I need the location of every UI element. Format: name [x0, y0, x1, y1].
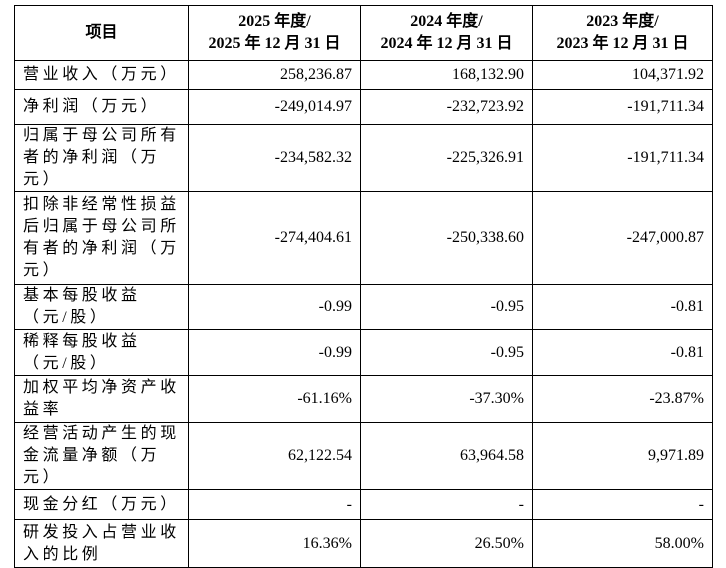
table-row: 净利润（万元） -249,014.97 -232,723.92 -191,711.34	[14, 89, 713, 125]
value-cell: 9,971.89	[532, 422, 713, 490]
row-label: 归属于母公司所有者的净利润（万元）	[14, 124, 189, 192]
header-cell: 2024 年度/2024 年 12 月 31 日	[360, 5, 533, 61]
value-cell: -	[532, 489, 713, 520]
header-row: 项目 2025 年度/2025 年 12 月 31 日 2024 年度/2024 年…	[14, 5, 713, 61]
value-cell: 58.00%	[532, 519, 713, 568]
value-cell: 26.50%	[360, 519, 533, 568]
table-body: 营业收入（万元） 258,236.87 168,132.90 104,371.92 净利…	[14, 60, 713, 568]
header-line: 2025 年 12 月 31 日	[208, 35, 341, 52]
table-row: 经营活动产生的现金流量净额（万元） 62,122.54 63,964.58 9,971…	[14, 422, 713, 490]
row-label: 营业收入（万元）	[14, 60, 189, 90]
value-cell: -232,723.92	[360, 89, 533, 125]
row-label: 扣除非经常性损益后归属于母公司所有者的净利润（万元）	[14, 191, 189, 285]
value-cell: -0.81	[532, 329, 713, 376]
value-cell: -23.87%	[532, 375, 713, 423]
header-cell: 2023 年度/2023 年 12 月 31 日	[532, 5, 713, 61]
value-cell: -0.99	[188, 284, 361, 330]
table-row: 基本每股收益（元/股） -0.99 -0.95 -0.81	[14, 284, 713, 330]
value-cell: 16.36%	[188, 519, 361, 568]
table-row: 稀释每股收益（元/股） -0.99 -0.95 -0.81	[14, 329, 713, 376]
value-cell: -191,711.34	[532, 124, 713, 192]
value-cell: -0.81	[532, 284, 713, 330]
row-label: 加权平均净资产收益率	[14, 375, 189, 423]
value-cell: 63,964.58	[360, 422, 533, 490]
value-cell: -247,000.87	[532, 191, 713, 285]
table-row: 现金分红（万元） - - -	[14, 489, 713, 520]
header-line: 2024 年 12 月 31 日	[380, 35, 513, 52]
value-cell: -0.95	[360, 329, 533, 376]
table-row: 加权平均净资产收益率 -61.16% -37.30% -23.87%	[14, 375, 713, 423]
value-cell: -61.16%	[188, 375, 361, 423]
header-line: 2025 年度/	[238, 13, 311, 30]
value-cell: -234,582.32	[188, 124, 361, 192]
row-label: 研发投入占营业收入的比例	[14, 519, 189, 568]
value-cell: -37.30%	[360, 375, 533, 423]
row-label: 基本每股收益（元/股）	[14, 284, 189, 330]
header-cell: 项目	[14, 5, 189, 61]
value-cell: -	[188, 489, 361, 520]
row-label: 净利润（万元）	[14, 89, 189, 125]
value-cell: 62,122.54	[188, 422, 361, 490]
header-line: 2024 年度/	[410, 13, 483, 30]
value-cell: -250,338.60	[360, 191, 533, 285]
row-label: 稀释每股收益（元/股）	[14, 329, 189, 376]
value-cell: -0.99	[188, 329, 361, 376]
value-cell: -274,404.61	[188, 191, 361, 285]
row-label: 经营活动产生的现金流量净额（万元）	[14, 422, 189, 490]
value-cell: -0.95	[360, 284, 533, 330]
value-cell: 258,236.87	[188, 60, 361, 90]
value-cell: 104,371.92	[532, 60, 713, 90]
row-label: 现金分红（万元）	[14, 489, 189, 520]
table-row: 扣除非经常性损益后归属于母公司所有者的净利润（万元） -274,404.61 -25…	[14, 191, 713, 285]
header-line: 2023 年 12 月 31 日	[556, 35, 689, 52]
value-cell: -	[360, 489, 533, 520]
table-row: 营业收入（万元） 258,236.87 168,132.90 104,371.92	[14, 60, 713, 90]
header-cell: 2025 年度/2025 年 12 月 31 日	[188, 5, 361, 61]
value-cell: -249,014.97	[188, 89, 361, 125]
table-row: 研发投入占营业收入的比例 16.36% 26.50% 58.00%	[14, 519, 713, 568]
header-line: 2023 年度/	[586, 13, 659, 30]
value-cell: -225,326.91	[360, 124, 533, 192]
table-row: 归属于母公司所有者的净利润（万元） -234,582.32 -225,326.91-…	[14, 124, 713, 192]
page: 项目 2025 年度/2025 年 12 月 31 日 2024 年度/2024 年…	[14, 5, 713, 568]
data-table: 项目 2025 年度/2025 年 12 月 31 日 2024 年度/2024 年…	[14, 5, 713, 568]
value-cell: 168,132.90	[360, 60, 533, 90]
value-cell: -191,711.34	[532, 89, 713, 125]
